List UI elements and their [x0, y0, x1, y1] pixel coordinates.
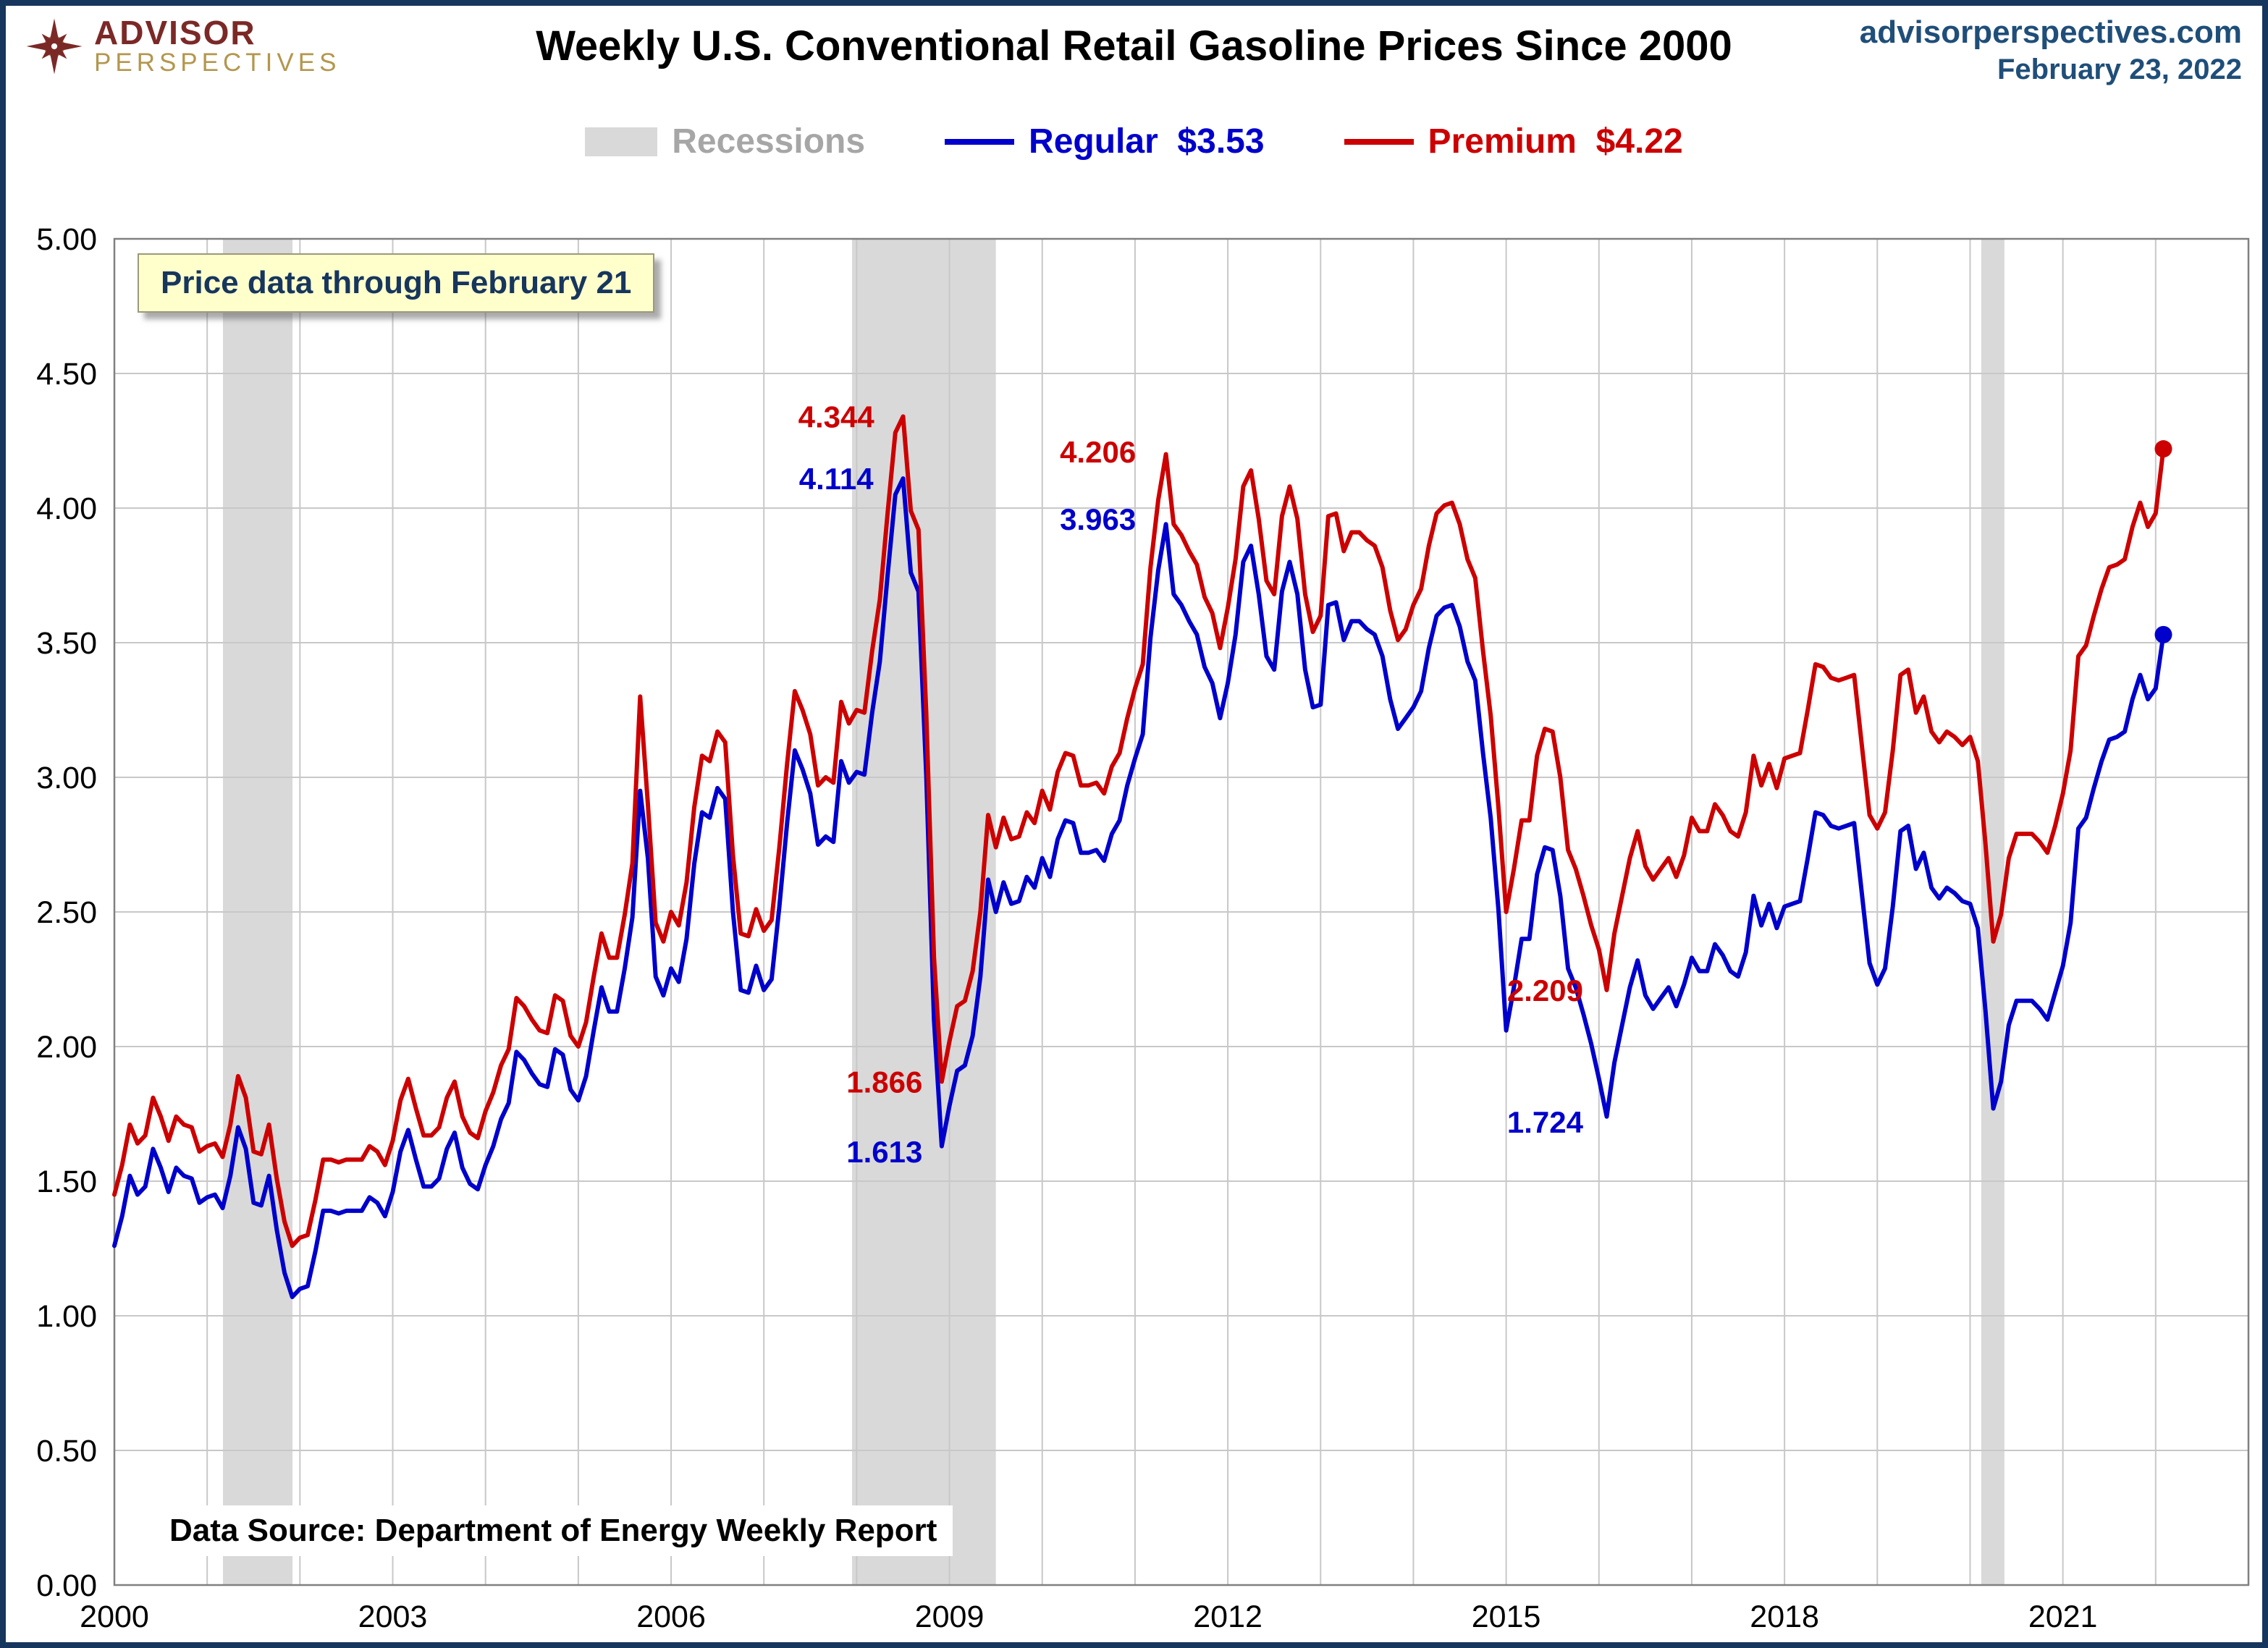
annotation-1.613: 1.613 [846, 1135, 922, 1169]
x-axis-label: 2000 [80, 1600, 149, 1634]
annotation-2.209: 2.209 [1507, 973, 1583, 1007]
y-axis-label: 2.50 [36, 895, 97, 930]
y-axis-label: 0.50 [36, 1434, 97, 1469]
legend-recessions-label: Recessions [672, 122, 866, 161]
site-info: advisorperspectives.com February 23, 202… [1860, 14, 2242, 86]
logo-advisor: ADVISOR [94, 14, 256, 51]
annotation-4.344: 4.344 [798, 400, 875, 434]
logo-perspectives: PERSPECTIVES [94, 48, 341, 77]
legend-item-recessions: Recessions [585, 122, 865, 161]
legend-item-regular: Regular $3.53 [945, 122, 1265, 161]
y-axis-label: 4.50 [36, 357, 97, 392]
y-axis-label: 4.00 [36, 491, 97, 526]
x-axis-label: 2021 [2028, 1600, 2098, 1634]
annotation-4.206: 4.206 [1060, 435, 1136, 469]
plot-border [113, 237, 2250, 1586]
website-link[interactable]: advisorperspectives.com [1859, 14, 2242, 50]
annotation-1.724: 1.724 [1507, 1105, 1584, 1139]
compass-logo-icon [26, 18, 83, 75]
x-axis-label: 2015 [1472, 1600, 1541, 1634]
y-axis-label: 3.50 [36, 626, 97, 661]
y-axis-label: 5.00 [36, 222, 97, 257]
data-source-note: Data Source: Department of Energy Weekly… [153, 1505, 953, 1556]
logo-text: ADVISOR PERSPECTIVES [94, 16, 340, 77]
premium-line-swatch [1344, 138, 1414, 145]
advisor-perspectives-logo: ADVISOR PERSPECTIVES [25, 16, 340, 77]
price-data-note: Price data through February 21 [138, 253, 655, 313]
series-line-regular [112, 476, 2166, 1299]
y-axis-label: 2.00 [36, 1030, 97, 1065]
annotation-4.114: 4.114 [799, 462, 874, 496]
regular-line-swatch [945, 138, 1015, 145]
series-line-premium [112, 414, 2166, 1248]
report-date: February 23, 2022 [1997, 54, 2242, 85]
y-axis-label: 1.00 [36, 1299, 97, 1334]
annotation-3.963: 3.963 [1060, 502, 1136, 536]
y-axis-label: 0.00 [36, 1568, 97, 1603]
page-title: Weekly U.S. Conventional Retail Gasoline… [536, 22, 1732, 69]
recession-swatch [585, 127, 658, 156]
x-axis-label: 2018 [1750, 1600, 1819, 1634]
y-axis-label: 1.50 [36, 1165, 97, 1199]
annotation-1.866: 1.866 [846, 1065, 922, 1099]
series-end-dot-regular [2154, 625, 2172, 643]
chart-legend: Recessions Regular $3.53 Premium $4.22 [0, 122, 2268, 161]
y-axis-label: 3.00 [36, 761, 97, 795]
legend-premium-label: Premium $4.22 [1428, 122, 1683, 161]
series-end-dot-premium [2154, 440, 2172, 458]
x-axis-label: 2012 [1193, 1600, 1262, 1634]
x-axis-label: 2003 [358, 1600, 428, 1634]
legend-regular-label: Regular $3.53 [1029, 122, 1265, 161]
legend-item-premium: Premium $4.22 [1344, 122, 1683, 161]
x-axis-label: 2009 [915, 1600, 985, 1634]
x-axis-label: 2006 [636, 1600, 706, 1634]
